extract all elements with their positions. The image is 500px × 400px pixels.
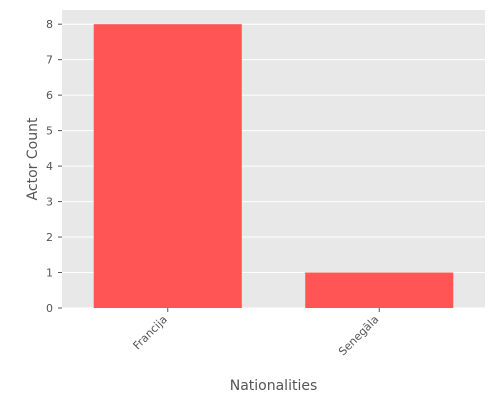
x-tick-label: Francija	[131, 313, 170, 352]
y-tick-label: 2	[46, 231, 53, 244]
bars	[93, 24, 454, 308]
y-tick-label: 7	[46, 54, 53, 67]
bar-2	[305, 272, 454, 308]
y-axis-ticks: 0 1 2 3 4 5 6 7 8	[46, 18, 62, 315]
y-tick-label: 5	[46, 125, 53, 138]
y-tick-label: 0	[46, 302, 53, 315]
y-axis-label: Actor Count	[25, 117, 41, 200]
y-tick-label: 3	[46, 196, 53, 209]
bar-1	[93, 24, 242, 308]
x-axis-ticks: Francija Senegāla	[131, 308, 381, 358]
x-axis-label: Nationalities	[230, 378, 318, 394]
y-tick-label: 1	[46, 267, 53, 280]
x-tick-label: Senegāla	[336, 313, 381, 358]
y-tick-label: 6	[46, 89, 53, 102]
y-tick-label: 4	[46, 160, 53, 173]
y-tick-label: 8	[46, 18, 53, 31]
